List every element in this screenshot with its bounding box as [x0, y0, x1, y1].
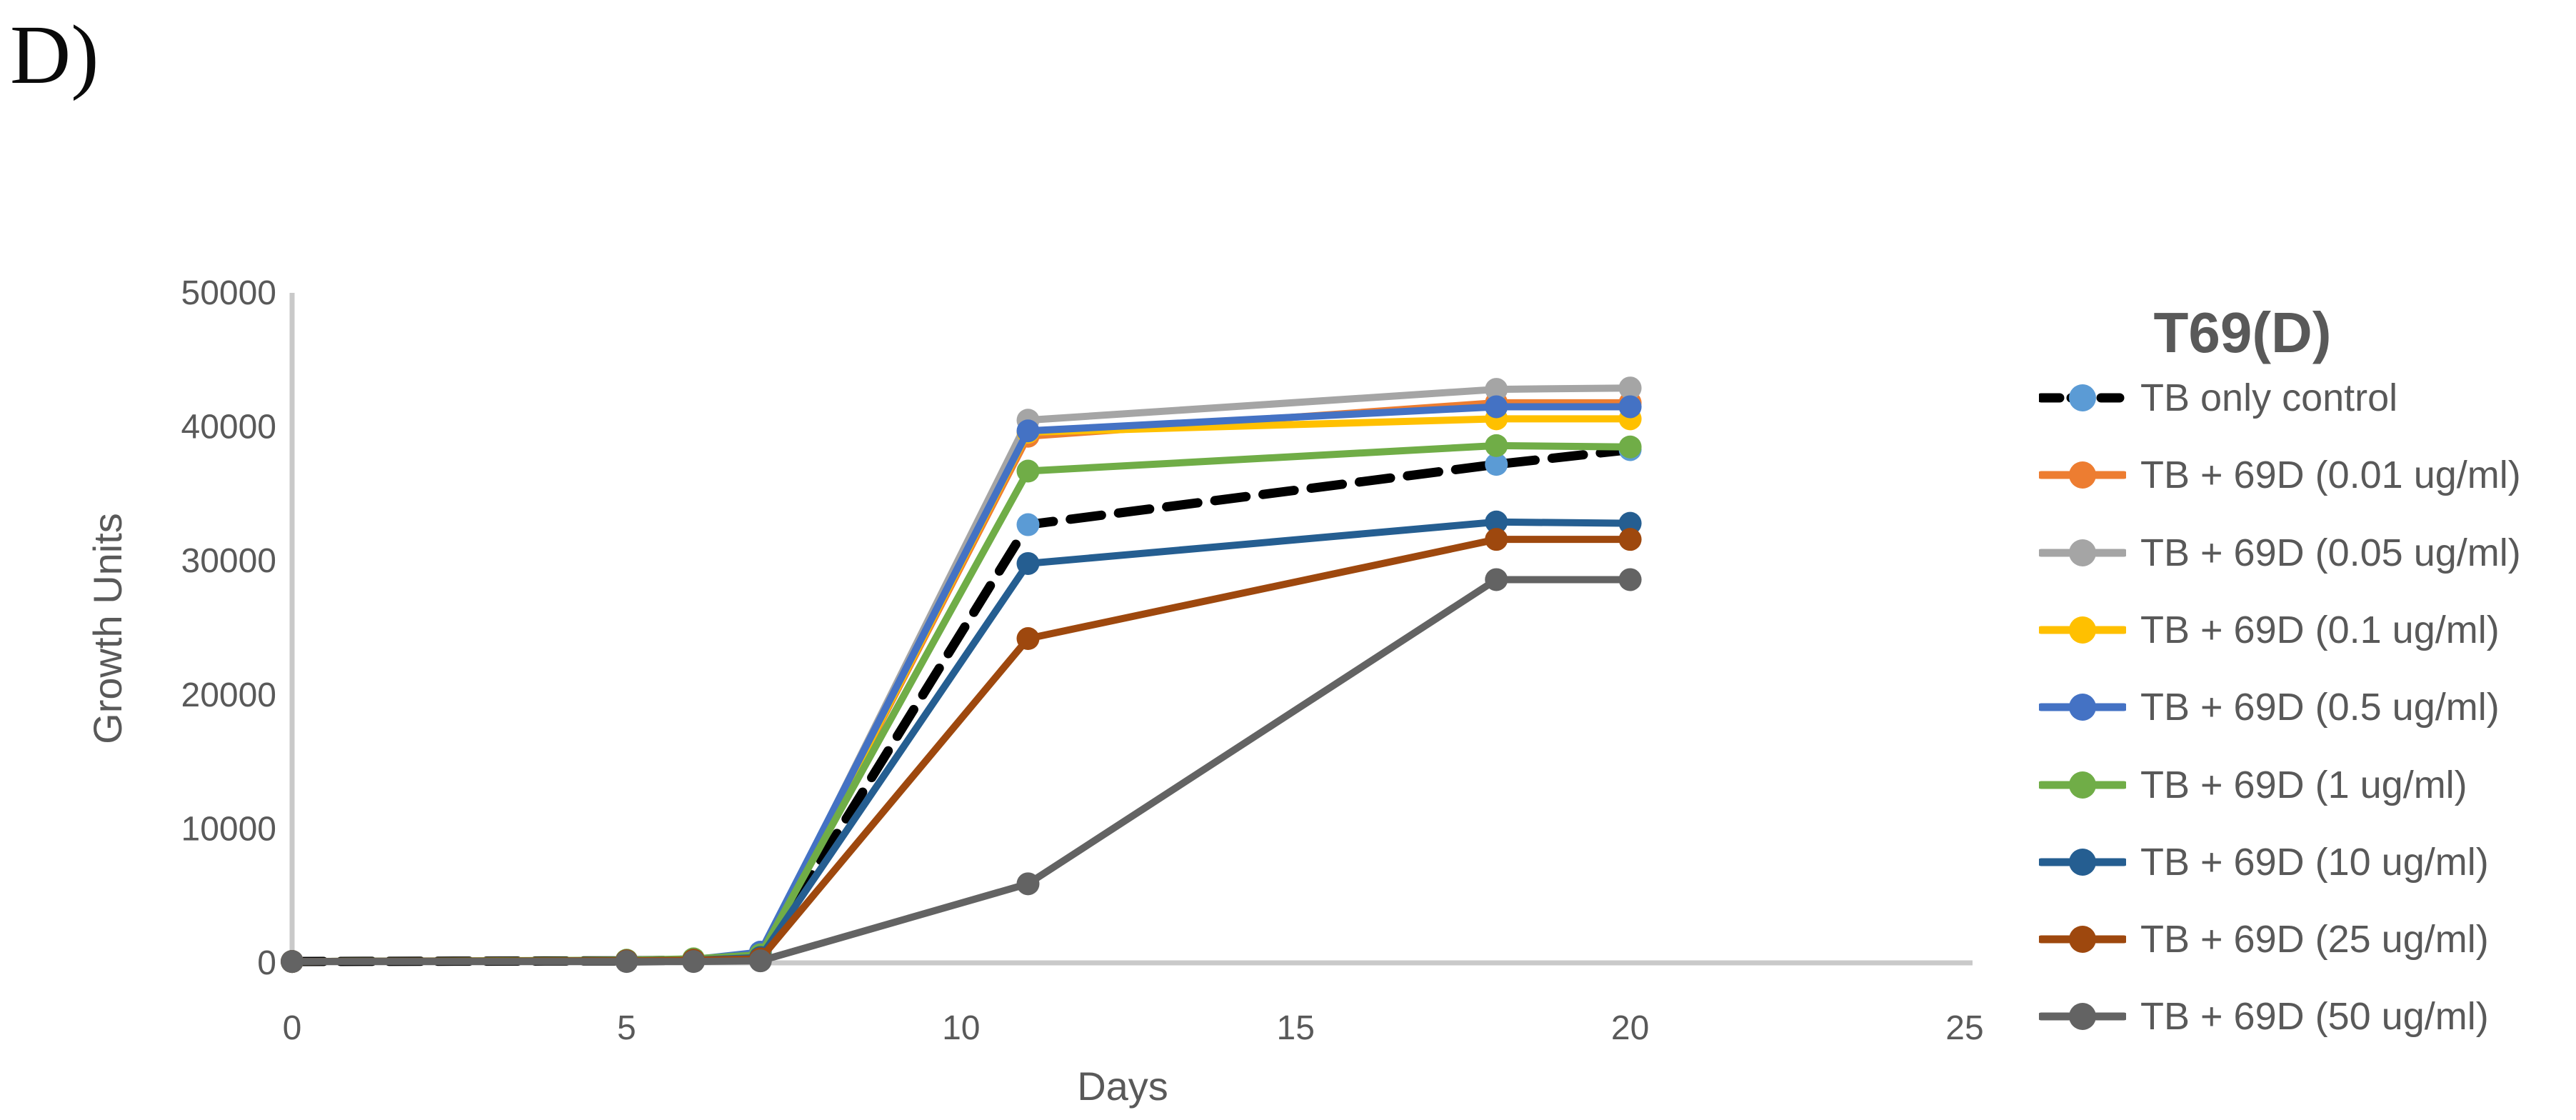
legend-label: TB + 69D (1 ug/ml) [2140, 763, 2467, 806]
series-marker-6 [1016, 551, 1040, 575]
legend-label: TB + 69D (0.1 ug/ml) [2140, 608, 2500, 651]
series-marker-4 [1016, 419, 1040, 443]
x-tick-label: 10 [942, 1009, 980, 1047]
legend-swatch-icon [2039, 1003, 2126, 1031]
legend-label: TB + 69D (0.5 ug/ml) [2140, 686, 2500, 729]
x-axis-title: Days [1077, 1064, 1168, 1109]
legend-item: TB + 69D (0.5 ug/ml) [2039, 669, 2500, 746]
y-tick-label: 20000 [181, 676, 276, 714]
series-marker-8 [615, 950, 638, 974]
series-marker-8 [1016, 872, 1040, 896]
legend-swatch-icon [2039, 461, 2126, 489]
series-marker-6 [1618, 511, 1642, 535]
series-line-5 [289, 441, 1634, 966]
legend-item: TB + 69D (10 ug/ml) [2039, 824, 2489, 901]
series-marker-5 [1618, 435, 1642, 459]
series-marker-8 [682, 950, 706, 974]
series-marker-8 [748, 949, 772, 973]
series-marker-8 [1618, 568, 1642, 591]
legend-item: TB + 69D (0.01 ug/ml) [2039, 436, 2521, 514]
series-marker-0 [1016, 513, 1040, 536]
legend-label: TB + 69D (0.05 ug/ml) [2140, 531, 2521, 574]
legend: T69(D) TB only control TB + 69D (0.01 ug/… [2021, 0, 2576, 1120]
y-tick-label: 0 [257, 944, 276, 982]
series-marker-5 [1485, 434, 1508, 457]
legend-swatch-icon [2039, 616, 2126, 644]
legend-item: TB + 69D (50 ug/ml) [2039, 978, 2489, 1055]
legend-label: TB + 69D (25 ug/ml) [2140, 918, 2489, 961]
series-marker-7 [1485, 528, 1508, 551]
legend-swatch-icon [2039, 926, 2126, 954]
legend-swatch-icon [2039, 384, 2126, 411]
series-marker-6 [1485, 510, 1508, 534]
x-tick-label: 15 [1277, 1009, 1315, 1047]
x-tick-label: 5 [617, 1009, 636, 1047]
x-tick-label: 20 [1611, 1009, 1649, 1047]
series-marker-7 [1618, 528, 1642, 551]
legend-swatch-icon [2039, 771, 2126, 799]
series-marker-2 [1618, 376, 1642, 400]
legend-label: TB + 69D (10 ug/ml) [2140, 840, 2489, 884]
series-line-7 [289, 536, 1634, 966]
panel-label: D) [10, 8, 99, 101]
series-marker-4 [1485, 395, 1508, 419]
legend-item: TB only control [2039, 359, 2397, 436]
x-tick-label: 0 [283, 1009, 302, 1047]
legend-item: TB + 69D (1 ug/ml) [2039, 746, 2467, 824]
legend-swatch-icon [2039, 539, 2126, 566]
series-marker-8 [1485, 568, 1508, 591]
series-marker-7 [1016, 627, 1040, 651]
legend-label: TB only control [2140, 376, 2398, 419]
series-marker-8 [281, 950, 304, 974]
legend-label: TB + 69D (0.01 ug/ml) [2140, 454, 2521, 497]
series-marker-4 [1618, 395, 1642, 419]
legend-swatch-icon [2039, 694, 2126, 721]
y-tick-label: 30000 [181, 542, 276, 580]
series-line-4 [289, 403, 1634, 966]
legend-item: TB + 69D (0.05 ug/ml) [2039, 514, 2521, 591]
series-marker-5 [1016, 459, 1040, 483]
legend-title: T69(D) [2153, 301, 2332, 364]
y-axis-title: Growth Units [85, 513, 130, 744]
x-tick-label: 25 [1945, 1009, 1983, 1047]
series-line-1 [289, 399, 1634, 966]
y-tick-label: 50000 [181, 274, 276, 312]
y-tick-label: 10000 [181, 810, 276, 848]
series-marker-0 [1485, 453, 1508, 476]
legend-item: TB + 69D (25 ug/ml) [2039, 901, 2489, 978]
legend-swatch-icon [2039, 848, 2126, 876]
series-line-3 [289, 415, 1634, 966]
series-marker-2 [1485, 378, 1508, 401]
y-tick-label: 40000 [181, 409, 276, 446]
legend-item: TB + 69D (0.1 ug/ml) [2039, 591, 2500, 669]
legend-label: TB + 69D (50 ug/ml) [2140, 995, 2489, 1039]
